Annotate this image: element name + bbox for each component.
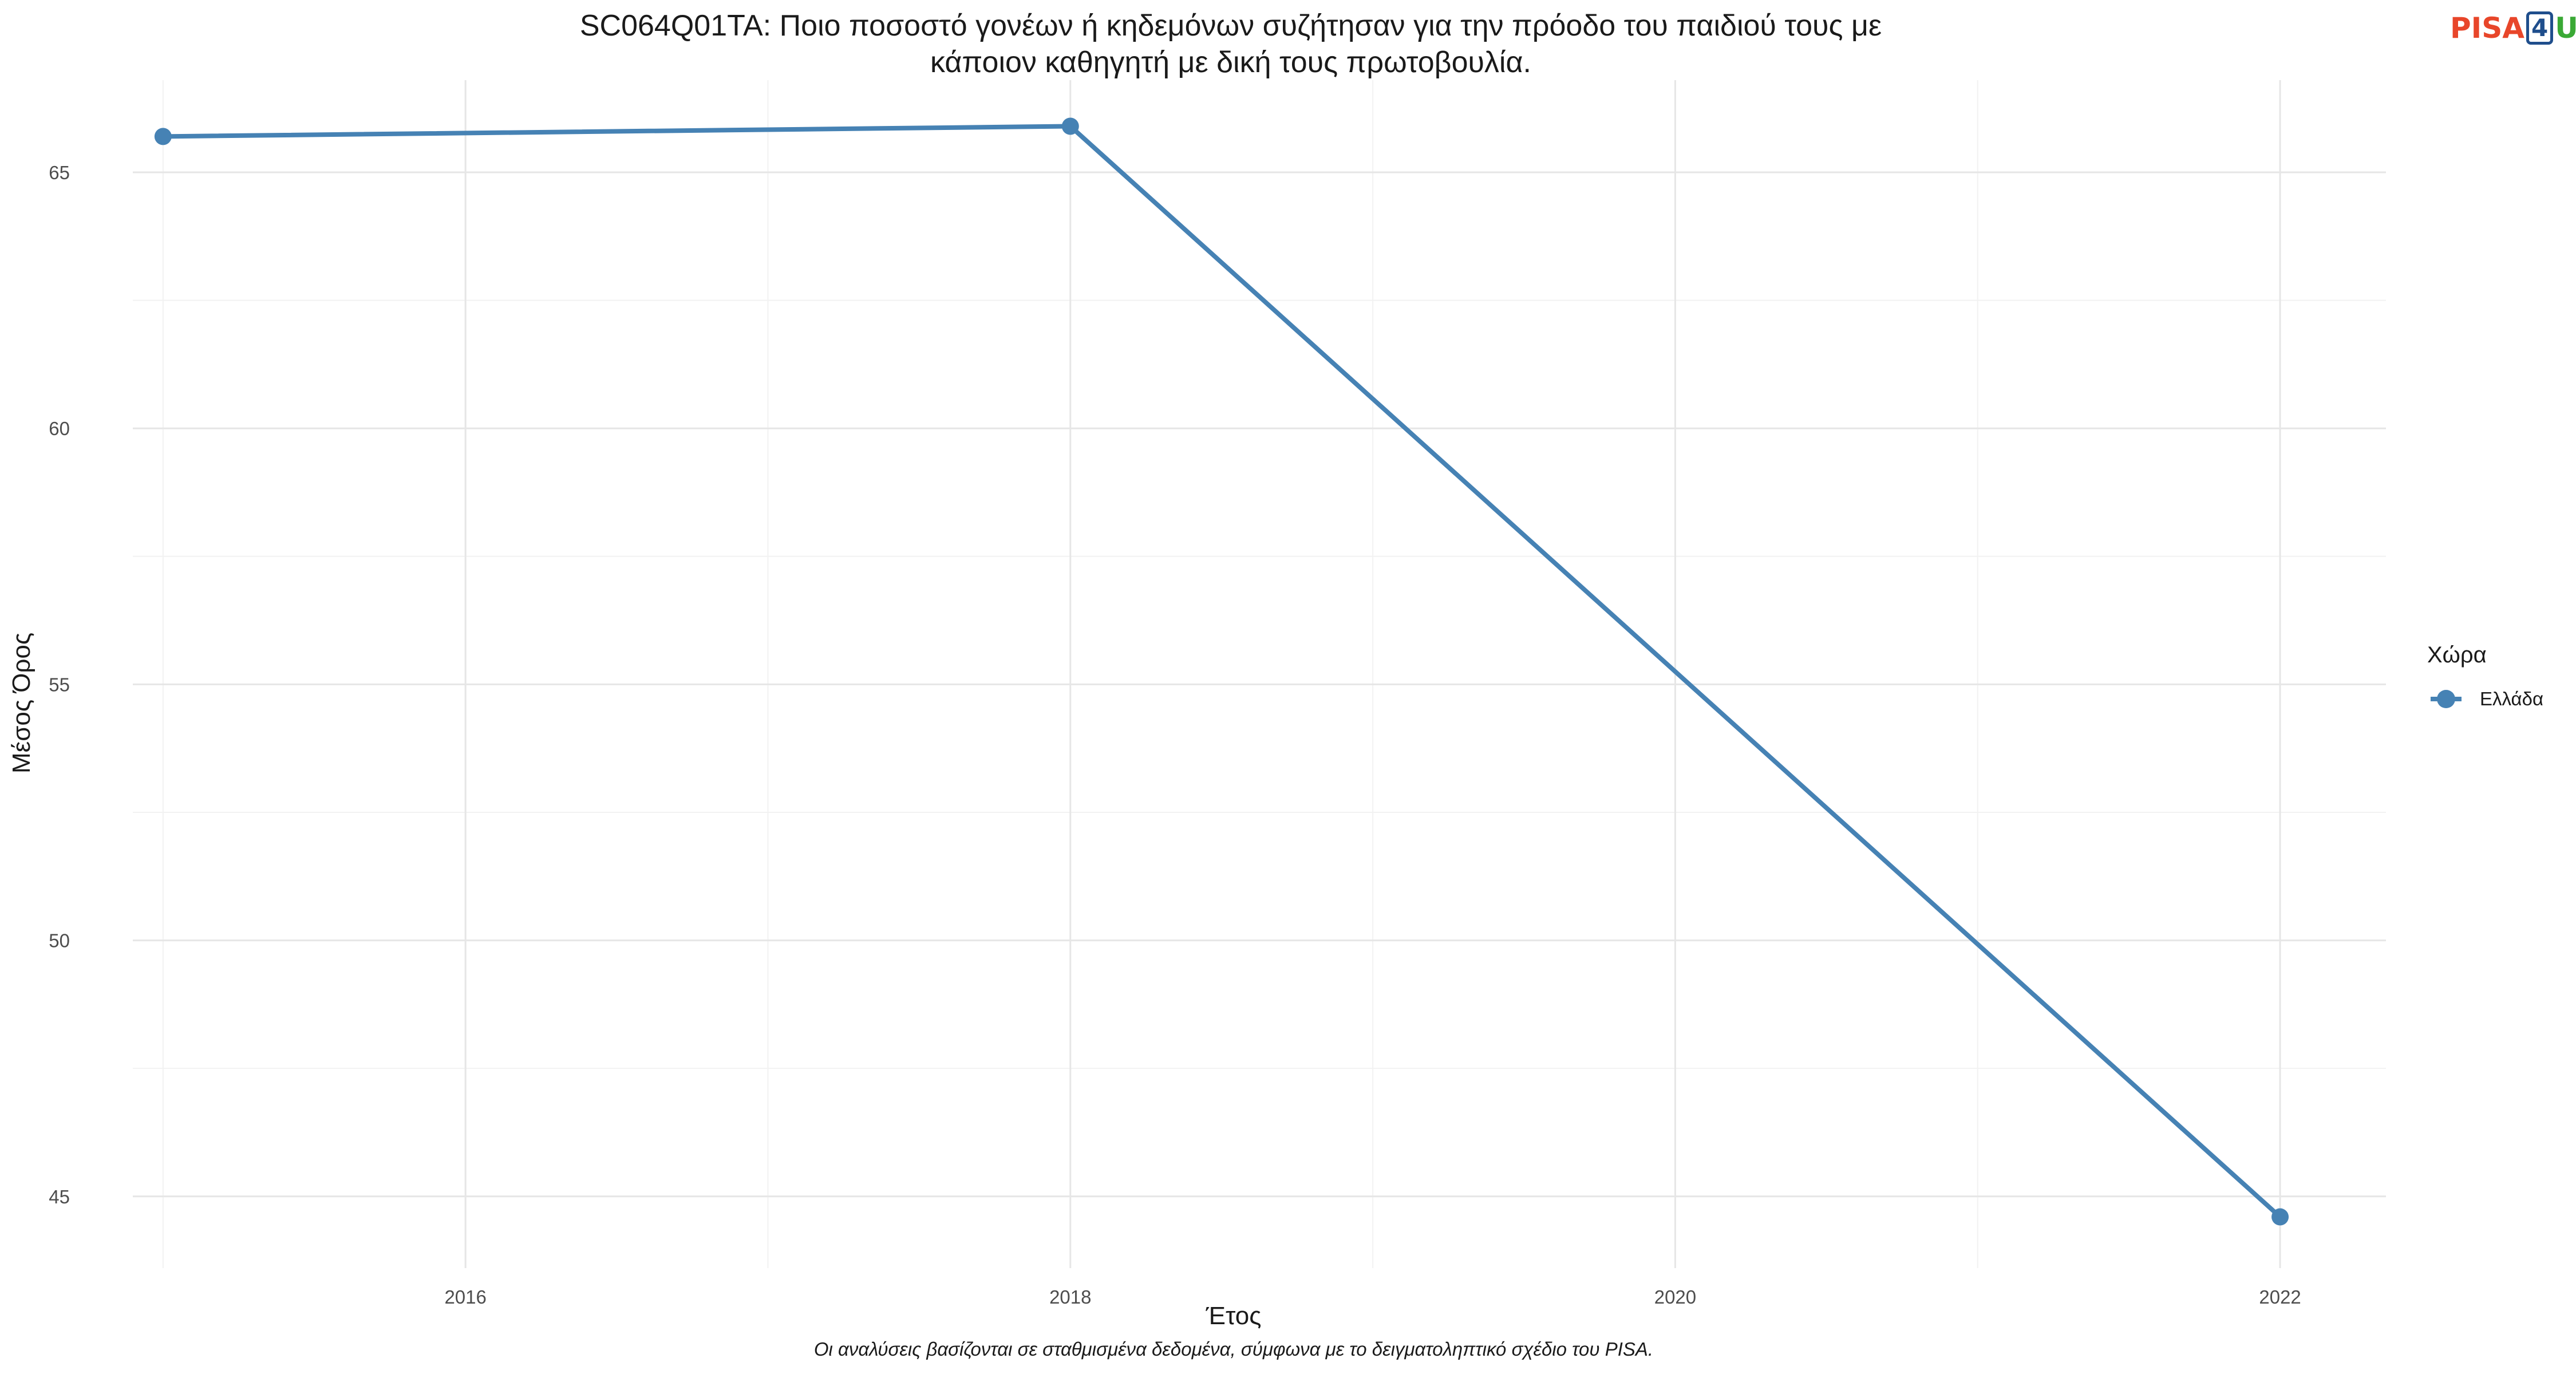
logo-text-u: U <box>2555 11 2576 45</box>
legend-key-marker <box>2437 690 2455 708</box>
y-tick-label: 50 <box>49 930 70 951</box>
x-axis-title: Έτος <box>1206 1302 1262 1330</box>
chart-title-line-2: κάποιον καθηγητή με δική τους πρωτοβουλί… <box>930 46 1531 79</box>
series-layer <box>154 117 2289 1226</box>
legend: Χώρα Ελλάδα <box>2427 642 2543 709</box>
x-tick-label: 2016 <box>444 1286 486 1308</box>
series-line <box>163 124 2282 1219</box>
legend-title: Χώρα <box>2427 642 2487 668</box>
chart-caption: Οι αναλύσεις βασίζονται σε σταθμισμένα δ… <box>814 1339 1653 1360</box>
chart-title-line-1: SC064Q01TA: Ποιο ποσοστό γονέων ή κηδεμό… <box>580 9 1882 42</box>
data-point <box>154 128 172 145</box>
data-point <box>1061 117 1079 135</box>
data-point <box>2271 1208 2289 1226</box>
x-tick-label: 2020 <box>1654 1286 1696 1308</box>
pisa4u-logo: PISA 4 U <box>2450 8 2576 48</box>
logo-text-pisa: PISA <box>2450 11 2524 45</box>
y-tick-labels: 45 50 55 60 65 <box>49 162 70 1207</box>
legend-label-greece: Ελλάδα <box>2480 688 2543 709</box>
grid-lines <box>133 80 2386 1268</box>
x-tick-label: 2022 <box>2259 1286 2301 1308</box>
y-tick-label: 65 <box>49 162 70 183</box>
y-axis-title: Μέσος Όρος <box>7 633 35 773</box>
y-tick-label: 60 <box>49 418 70 439</box>
logo-text-4: 4 <box>2526 11 2554 45</box>
y-tick-label: 55 <box>49 674 70 695</box>
x-tick-labels: 2016 2018 2020 2022 <box>444 1286 2301 1308</box>
x-tick-label: 2018 <box>1049 1286 1091 1308</box>
y-tick-label: 45 <box>49 1186 70 1207</box>
